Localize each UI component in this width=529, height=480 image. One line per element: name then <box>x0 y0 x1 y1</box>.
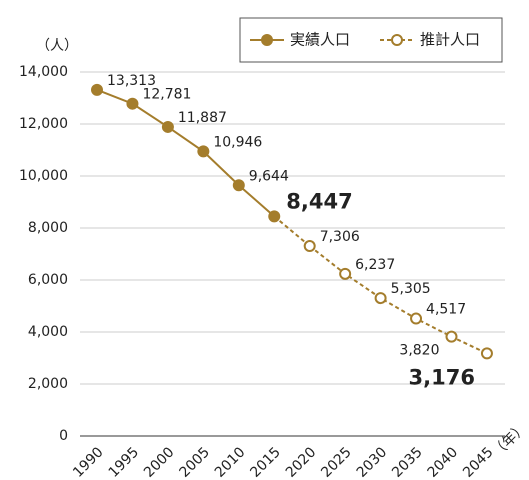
data-label: 13,313 <box>107 73 156 89</box>
data-label: 3,176 <box>409 365 475 389</box>
marker <box>374 292 387 305</box>
data-label: 7,306 <box>320 229 360 245</box>
x-tick-label: 2025 <box>318 444 355 480</box>
marker <box>126 97 139 110</box>
data-label: 5,305 <box>391 281 431 297</box>
data-label: 12,781 <box>142 87 191 103</box>
x-tick-label: 2030 <box>354 444 391 480</box>
x-tick-label: 2040 <box>425 444 462 480</box>
x-tick-label: 2035 <box>389 444 426 480</box>
x-tick-label: 2010 <box>212 444 249 480</box>
legend-label: 実績人口 <box>290 31 350 49</box>
marker <box>410 312 423 325</box>
x-tick-label: 2000 <box>141 444 178 480</box>
y-tick-label: 12,000 <box>19 116 68 132</box>
legend-label: 推計人口 <box>420 31 480 49</box>
x-tick-label: 2020 <box>283 444 320 480</box>
data-label: 3,820 <box>399 343 439 359</box>
x-tick-label: 1990 <box>70 444 107 480</box>
marker <box>339 267 352 280</box>
x-tick-label: 2015 <box>247 444 284 480</box>
connector <box>273 215 311 247</box>
marker <box>197 145 210 158</box>
data-label: 9,644 <box>249 168 289 184</box>
y-tick-label: 14,000 <box>19 64 68 80</box>
line <box>96 88 275 218</box>
data-label: 4,517 <box>426 302 466 318</box>
marker <box>445 330 458 343</box>
x-tick-label: 1995 <box>106 444 143 480</box>
y-tick-label: 2,000 <box>28 376 68 392</box>
data-label: 8,447 <box>286 189 352 213</box>
data-label: 10,946 <box>213 134 262 150</box>
legend-marker <box>391 34 403 46</box>
data-label: 11,887 <box>178 110 227 126</box>
legend-marker <box>261 34 273 46</box>
y-unit: （人） <box>36 38 78 54</box>
marker <box>480 347 493 360</box>
y-tick-label: 10,000 <box>19 168 68 184</box>
y-tick-label: 0 <box>59 428 68 444</box>
marker <box>232 179 245 192</box>
y-tick-label: 6,000 <box>28 272 68 288</box>
y-tick-label: 8,000 <box>28 220 68 236</box>
line <box>309 245 488 355</box>
x-tick-label: 2005 <box>176 444 213 480</box>
y-tick-label: 4,000 <box>28 324 68 340</box>
marker <box>161 120 174 133</box>
data-label: 6,237 <box>355 257 395 273</box>
marker <box>91 83 103 96</box>
marker <box>303 240 316 253</box>
